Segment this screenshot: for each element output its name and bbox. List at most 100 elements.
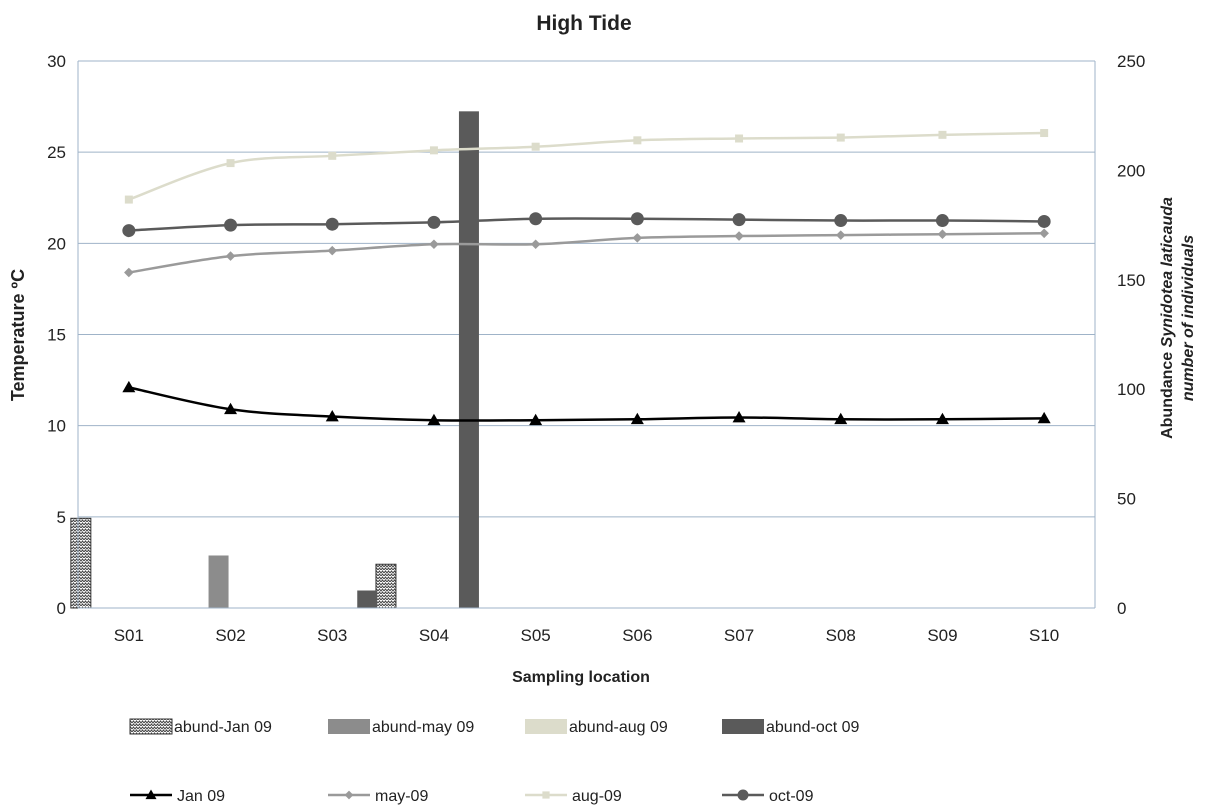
line-marker: [935, 214, 949, 228]
axes: [77, 61, 1096, 609]
line-series-group: [122, 212, 1051, 238]
line-marker: [734, 231, 744, 241]
series-line: [128, 232, 1045, 274]
line-series-group: [124, 129, 1049, 204]
line-marker: [737, 789, 749, 801]
line-marker: [225, 251, 236, 261]
legend-label: may-09: [375, 788, 428, 805]
y-tick-label: 0: [57, 599, 66, 618]
line-marker: [732, 410, 746, 423]
line-marker: [327, 245, 338, 256]
bar: [70, 517, 92, 609]
x-tick-label: S04: [419, 626, 449, 645]
x-tick-label: S09: [927, 626, 957, 645]
line-marker: [122, 380, 136, 393]
line-marker: [530, 239, 541, 250]
line-marker: [632, 233, 643, 243]
line-marker: [935, 412, 949, 425]
line-marker: [328, 151, 337, 160]
line-marker: [529, 413, 543, 426]
line-marker: [427, 215, 441, 229]
legend-label: aug-09: [572, 788, 622, 805]
bar: [458, 111, 479, 608]
series-line: [128, 386, 1045, 422]
legend-label: abund-may 09: [372, 719, 474, 736]
x-tick-label: S07: [724, 626, 754, 645]
x-axis-label: Sampling location: [512, 669, 650, 686]
line-marker: [630, 412, 644, 425]
y-tick-label: 20: [47, 234, 66, 253]
y2-tick-label: 200: [1117, 161, 1145, 180]
line-marker: [834, 412, 848, 425]
legend-label: oct-09: [769, 788, 814, 805]
y2-axis-label-species: Synidotea laticauda: [1159, 197, 1176, 347]
line-marker: [1037, 214, 1051, 228]
line-marker: [529, 212, 543, 226]
line-marker: [344, 790, 354, 800]
line-marker: [630, 212, 644, 226]
y2-axis-label-prefix: Abundance: [1159, 347, 1176, 439]
line-marker: [938, 130, 947, 139]
line-marker: [427, 413, 441, 426]
line-series-group: [122, 380, 1051, 426]
bar: [357, 590, 378, 608]
line-marker: [735, 134, 744, 143]
x-tick-label: S06: [622, 626, 652, 645]
legend-label: abund-oct 09: [766, 719, 860, 736]
line-marker: [542, 791, 550, 799]
y-axis-label: Temperature ºC: [8, 269, 28, 401]
legend-swatch: [129, 718, 173, 735]
y2-tick-labels: 0 50 100 150 200 250: [1117, 52, 1145, 618]
line-marker: [429, 146, 438, 155]
x-tick-label: S10: [1029, 626, 1059, 645]
line-marker: [834, 214, 848, 228]
legend-label: abund-Jan 09: [174, 719, 272, 736]
line-marker: [633, 136, 642, 145]
legend-label: Jan 09: [177, 788, 225, 805]
y-tick-label: 25: [47, 143, 66, 162]
x-tick-labels: S01 S02 S03 S04 S05 S06 S07 S08 S09 S10: [114, 626, 1060, 645]
y-tick-label: 15: [47, 326, 66, 345]
y-tick-label: 10: [47, 417, 66, 436]
y-tick-label: 5: [57, 508, 66, 527]
line-series-group: [124, 228, 1049, 278]
series-line: [128, 131, 1045, 201]
chart-title: High Tide: [536, 12, 631, 35]
line-marker: [224, 218, 238, 232]
y-tick-labels: 0 5 10 15 20 25 30: [47, 52, 66, 618]
line-marker: [145, 789, 157, 800]
line-marker: [1040, 129, 1049, 138]
line-marker: [937, 229, 948, 240]
x-tick-label: S03: [317, 626, 347, 645]
line-marker: [325, 410, 339, 422]
line-marker: [732, 213, 746, 227]
line-marker: [325, 217, 339, 231]
x-tick-label: S02: [215, 626, 245, 645]
legend-swatch: [525, 719, 567, 734]
line-series: [122, 129, 1051, 426]
line-marker: [124, 267, 134, 278]
line-marker: [124, 195, 133, 204]
series-line: [128, 217, 1045, 232]
x-tick-label: S05: [521, 626, 551, 645]
gridlines: [78, 60, 1095, 518]
line-marker: [122, 224, 136, 238]
line-marker: [531, 142, 540, 151]
x-tick-label: S01: [114, 626, 144, 645]
line-marker: [836, 133, 845, 142]
line-marker: [1037, 411, 1051, 424]
line-marker: [1039, 228, 1049, 239]
y2-axis-label: Abundance Synidotea laticauda number of …: [1159, 197, 1197, 439]
line-marker: [835, 230, 846, 240]
x-tick-label: S08: [826, 626, 856, 645]
legend-swatch: [722, 719, 764, 734]
y-tick-label: 30: [47, 52, 66, 71]
y2-tick-label: 150: [1117, 271, 1145, 290]
y2-axis-label-line2: number of individuals: [1180, 235, 1197, 401]
legend: abund-Jan 09 abund-may 09 abund-aug 09 abun…: [129, 718, 860, 805]
y2-tick-label: 250: [1117, 52, 1145, 71]
y2-tick-label: 50: [1117, 490, 1136, 509]
bar: [375, 563, 397, 609]
legend-swatch: [328, 719, 370, 734]
